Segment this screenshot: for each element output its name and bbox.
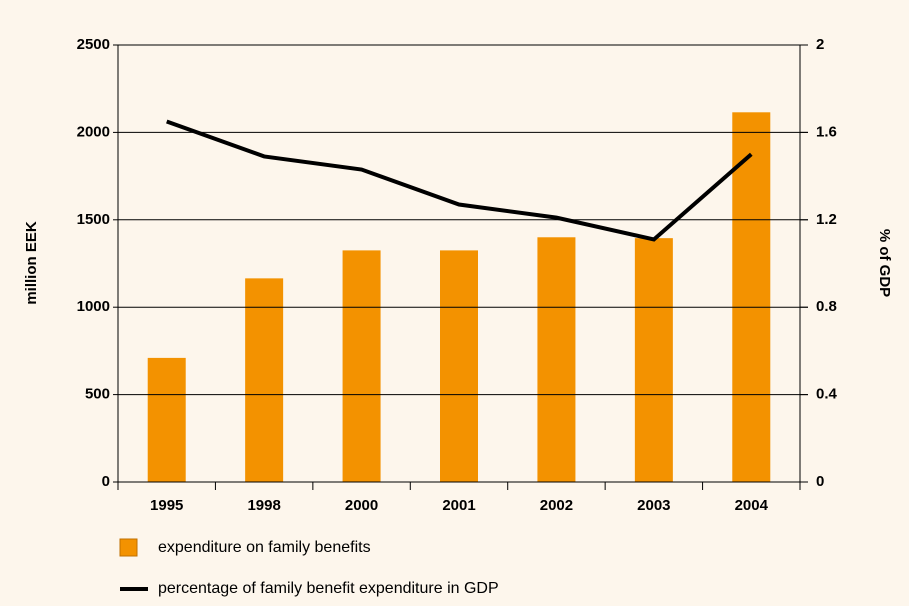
y-tick-label: 1500 [77,211,110,228]
y2-tick-label: 1.2 [816,211,837,228]
y-tick-label: 2000 [77,123,110,140]
bar [440,250,478,482]
y-tick-label: 500 [85,386,110,403]
bar [342,250,381,482]
legend-label: percentage of family benefit expenditure… [158,580,499,597]
y-tick-label: 1000 [77,298,110,315]
y-axis-title: million EEK [23,221,40,305]
y-tick-label: 0 [102,473,110,490]
x-tick-label: 2004 [735,497,769,514]
bar [634,238,673,482]
x-tick-label: 1998 [247,497,280,514]
line [166,119,753,242]
bar [245,278,284,482]
bar [537,237,576,482]
legend-label: expenditure on family benefits [158,539,371,556]
x-tick-label: 2003 [637,497,670,514]
y2-axis-title: % of GDP [876,229,893,297]
x-tick-label: 1995 [150,497,183,514]
x-tick-label: 2002 [540,497,573,514]
y2-tick-label: 0 [816,473,824,490]
bar [732,112,771,482]
x-tick-label: 2001 [442,497,475,514]
x-tick-label: 2000 [345,497,378,514]
y2-tick-label: 2 [816,36,824,53]
bar [147,357,186,482]
y2-tick-label: 0.8 [816,298,837,315]
y2-tick-label: 1.6 [816,123,837,140]
y-tick-label: 2500 [77,36,110,53]
legend-swatch [119,538,138,557]
y2-tick-label: 0.4 [816,386,838,403]
